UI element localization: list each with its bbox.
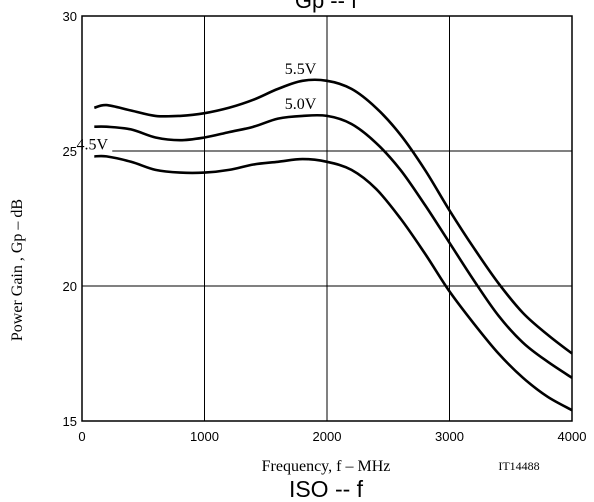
- plot-frame: [81, 15, 573, 422]
- x-tick-label: 2000: [313, 429, 342, 444]
- x-tick-label: 3000: [435, 429, 464, 444]
- x-tick-label: 1000: [190, 429, 219, 444]
- series-line-55V: [93, 78, 573, 355]
- y-tick-label: 30: [63, 9, 77, 24]
- y-axis-label: Power Gain , Gp – dB: [9, 199, 26, 341]
- figure-code: IT14488: [498, 459, 539, 473]
- series-label-45V: 4.5V: [76, 136, 108, 153]
- y-tick-label: 15: [63, 414, 77, 429]
- y-tick-labels: 15 20 25 30: [63, 9, 77, 429]
- series-label-55V: 5.5V: [285, 61, 317, 78]
- y-tick-label: 20: [63, 279, 77, 294]
- y-tick-label: 25: [63, 144, 77, 159]
- chart-subtitle: ISO -- f: [289, 476, 364, 502]
- chart-title: Gp -- f: [295, 0, 358, 13]
- x-tick-label: 4000: [558, 429, 587, 444]
- series-line-50V: [94, 113, 573, 379]
- series-label-50V: 5.0V: [285, 96, 317, 113]
- x-axis-label: Frequency, f – MHz: [262, 458, 391, 475]
- x-tick-labels: 0 1000 2000 3000 4000: [78, 429, 586, 444]
- series-label-bg: [280, 94, 321, 112]
- x-tick-label: 0: [78, 429, 85, 444]
- series-line-45V: [94, 154, 573, 412]
- series-label-bg: [280, 59, 321, 77]
- grid-lines: [82, 16, 572, 421]
- series-layer: 5.5V 5.0V 4.5V: [72, 59, 573, 412]
